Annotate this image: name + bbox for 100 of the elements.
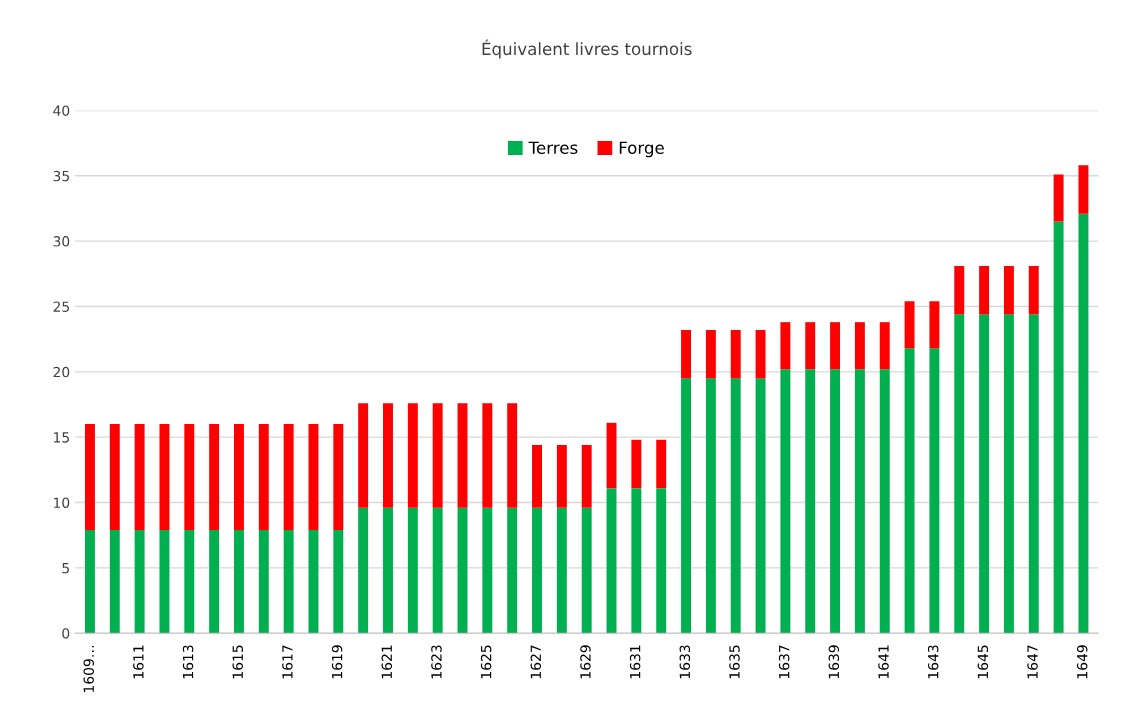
bar [780,369,791,634]
y-tick-label: 15 [54,432,69,443]
bar [407,403,418,508]
bar [730,378,741,634]
bar [656,439,667,489]
legend-label: Terres [528,141,578,155]
bar [879,369,890,634]
x-tick-label: 1649 [1076,645,1088,679]
bar [656,488,667,634]
bar [556,445,567,508]
bar [358,507,369,634]
bar [159,529,170,634]
bar [134,529,145,634]
y-tick-label: 5 [62,563,69,574]
bar [681,330,692,379]
bar [358,403,369,508]
x-tick-label: 1617 [282,645,293,679]
x-tick-label: 1647 [1027,645,1038,679]
bar [929,301,940,349]
bar [705,330,716,379]
bar [184,529,195,634]
bar [209,529,220,634]
x-tick-label: 1631 [629,645,641,679]
bar [1028,314,1039,634]
y-tick-label: 10 [54,497,70,508]
bar [407,507,418,634]
bar [705,378,716,634]
x-tick-label: 1623 [431,645,442,679]
bar [780,322,791,370]
bar [879,322,890,370]
bar [979,314,990,634]
bar [1003,265,1014,315]
bar [581,445,592,508]
bar [830,369,841,634]
bar [507,507,518,634]
y-tick-label: 0 [62,628,70,639]
bar [929,348,940,634]
bar [954,314,965,634]
bar [1078,165,1089,214]
bar [308,424,319,530]
bar [507,403,518,508]
bar [283,529,294,634]
bar [333,424,344,530]
x-tick-label: 1643 [927,645,939,679]
bar [84,529,95,634]
x-tick-label: 1625 [480,645,492,679]
chart-title: Équivalent livres tournois [482,39,692,59]
bar [805,369,816,634]
bar [681,378,692,634]
x-tick-label: 1609… [83,645,94,693]
x-tick-label: 1619 [331,645,343,679]
x-tick-label: 1621 [381,645,393,679]
bar [556,507,567,634]
x-tick-label: 1645 [977,645,989,679]
bar [606,422,617,489]
bar [457,507,468,634]
bar [730,330,741,379]
bar [234,424,244,530]
bar [84,424,95,530]
x-tick-label: 1611 [133,645,144,679]
bar [755,330,766,379]
bar [755,378,766,634]
bar [904,301,915,349]
y-tick-label: 40 [53,105,70,116]
bar [854,369,865,634]
bar [1078,213,1089,634]
x-tick-label: 1637 [778,645,790,679]
bar [457,403,468,508]
bar [258,424,269,530]
x-tick-label: 1641 [878,645,889,679]
bar [1053,174,1064,222]
bar [209,424,220,530]
x-tick-label: 1629 [580,645,591,679]
bar [854,322,865,370]
bar [109,529,120,634]
bar [631,439,642,489]
x-tick-label: 1627 [530,645,542,679]
x-tick-label: 1633 [679,645,691,679]
bar [1053,221,1064,634]
x-tick-label: 1635 [729,645,740,679]
bar [159,424,170,530]
bar [482,403,493,508]
bar [830,322,841,370]
bar [954,265,965,315]
bar [432,403,443,508]
bar [383,403,393,508]
bar [234,529,244,634]
y-tick-label: 35 [53,170,69,182]
bar [432,507,443,634]
x-tick-label: 1639 [828,645,840,679]
bar [979,265,990,315]
x-tick-label: 1613 [182,645,194,679]
bar [1003,314,1014,634]
legend-label: Forge [619,141,664,158]
x-tick-label: 1615 [232,645,243,679]
bar [308,529,319,634]
bar [383,507,393,634]
bar [283,424,294,530]
y-tick-label: 20 [53,366,70,378]
y-tick-label: 25 [53,301,69,312]
